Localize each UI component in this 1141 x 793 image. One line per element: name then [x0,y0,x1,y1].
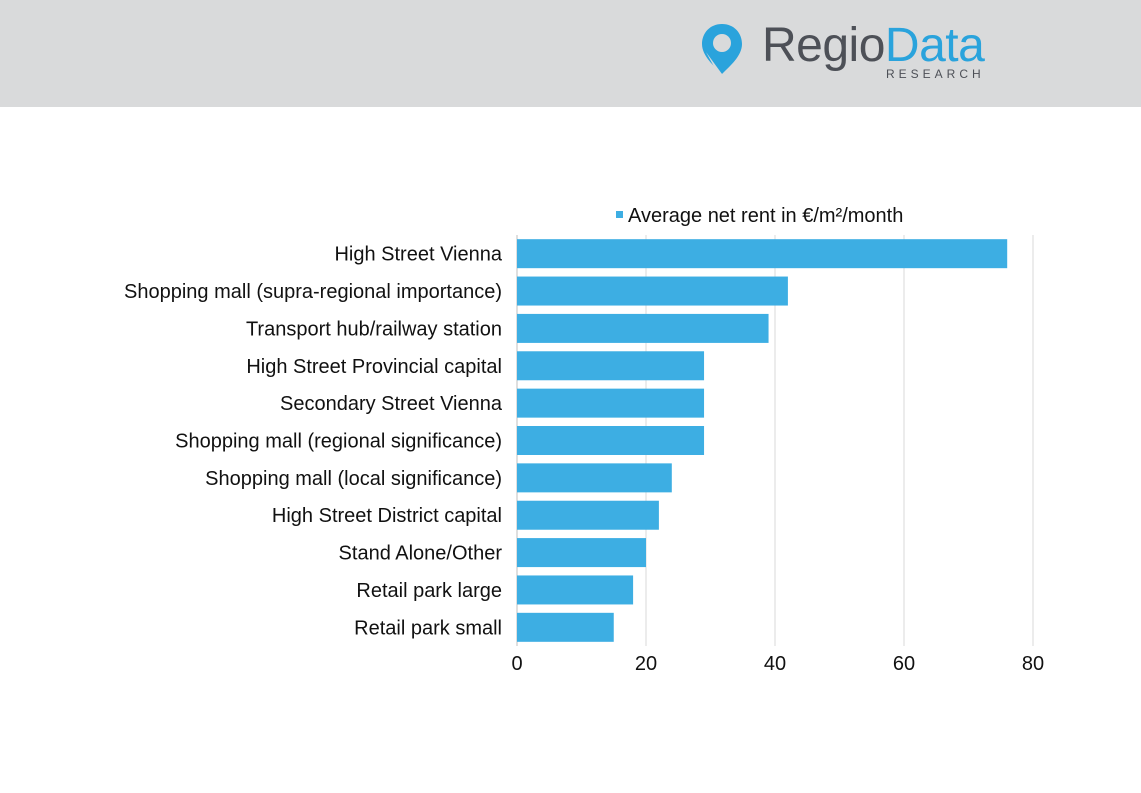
legend-label: Average net rent in €/m²/month [628,205,903,227]
logo-subtitle: RESEARCH [886,67,985,81]
bars [517,239,1008,642]
location-pin-icon [702,24,742,74]
category-label: Transport hub/railway station [246,318,502,340]
bar [517,500,659,530]
category-label: Shopping mall (local significance) [205,468,502,490]
legend-swatch [616,211,623,218]
category-label: Secondary Street Vienna [280,393,503,415]
category-label: Stand Alone/Other [339,543,503,565]
bar [517,239,1008,269]
regiodata-logo: RegioData RESEARCH [700,22,1000,84]
logo-word-data: Data [884,19,985,72]
bar [517,426,705,455]
category-label: High Street District capital [272,505,502,527]
x-tick-label: 0 [511,653,522,675]
category-labels: High Street Vienna Shopping mall (supra-r… [124,244,503,640]
bar [517,276,788,306]
x-tick-label: 80 [1022,653,1044,675]
logo-wordmark: RegioData [762,19,985,72]
x-tick-label: 20 [635,653,657,675]
category-label: High Street Vienna [334,244,502,266]
bar [517,538,646,568]
category-label: High Street Provincial capital [246,356,502,378]
category-label: Retail park large [356,580,502,602]
category-label: Retail park small [354,617,502,639]
x-tick-label: 60 [893,653,915,675]
category-label: Shopping mall (regional significance) [175,431,502,453]
category-label: Shopping mall (supra-regional importance… [124,281,502,303]
bar [517,575,634,605]
bar [517,612,614,642]
bar [517,351,705,381]
bar [517,388,705,418]
x-tick-label: 40 [764,653,786,675]
bar [517,463,672,493]
logo-word-regio: Regio [762,19,885,72]
x-tick-labels: 0 20 40 60 80 [511,653,1044,675]
bar [517,313,769,343]
header-banner: RegioData RESEARCH [0,0,1141,107]
legend: Average net rent in €/m²/month [616,205,903,227]
